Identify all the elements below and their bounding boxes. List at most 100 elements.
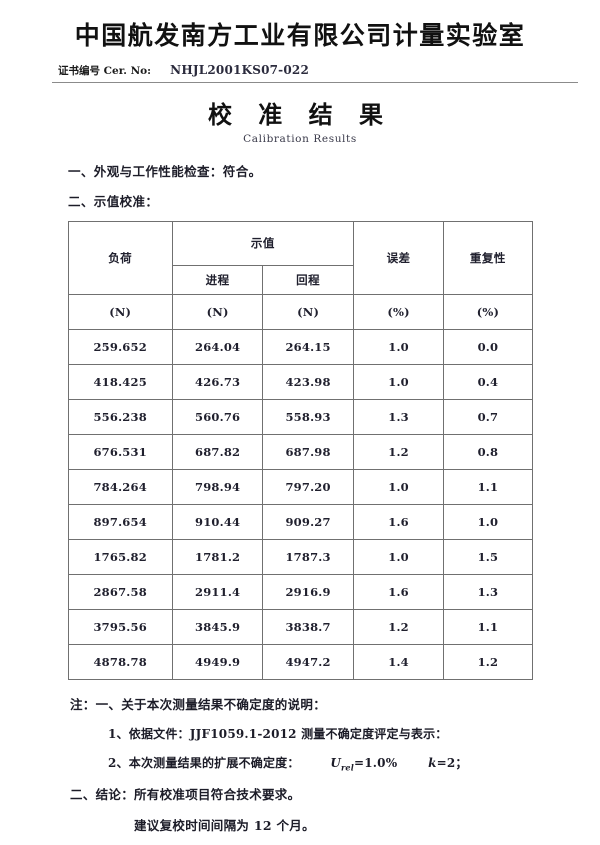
- table-row: 259.652 264.04 264.15 1.0 0.0: [67, 328, 533, 365]
- note-recalibration-interval: 建议复校时间间隔为 12 个月。: [134, 817, 315, 833]
- cell-load: 897.654: [67, 503, 173, 540]
- column-header-load: 负荷: [67, 220, 173, 295]
- note-uncertainty-heading: 注：一、关于本次测量结果不确定度的说明：: [70, 696, 327, 712]
- cell-load: 676.531: [67, 433, 173, 470]
- cell-error: 1.6: [352, 573, 445, 610]
- certificate-number-row: 证书编号 Cer. No: NHJL2001KS07-022: [0, 59, 600, 81]
- organization-name: 中国航发南方工业有限公司计量实验室: [74, 21, 526, 50]
- table-row: 1765.82 1781.2 1787.3 1.0 1.5: [67, 538, 533, 575]
- cell-load: 2867.58: [67, 573, 173, 610]
- column-header-indication: 示值: [171, 220, 354, 266]
- cell-indication-up: 2911.4: [171, 573, 264, 610]
- unit-load: (N): [67, 293, 173, 330]
- table-unit-row: (N) (N) (N) (%) (%): [67, 293, 533, 330]
- coverage-factor-value: =2；: [436, 755, 468, 770]
- table-row: 897.654 910.44 909.27 1.6 1.0: [67, 503, 533, 540]
- cell-error: 1.0: [352, 328, 445, 365]
- cell-indication-down: 909.27: [262, 503, 354, 540]
- cell-repeatability: 1.2: [443, 643, 533, 680]
- unit-indication-down: (N): [262, 293, 354, 330]
- uncertainty-subscript: rel: [341, 761, 354, 772]
- cell-load: 784.264: [67, 468, 173, 505]
- table-row: 676.531 687.82 687.98 1.2 0.8: [67, 433, 533, 470]
- column-header-indication-up: 进程: [171, 264, 264, 295]
- notes-section: 注：一、关于本次测量结果不确定度的说明： 1、依据文件：JJF1059.1-20…: [0, 694, 600, 834]
- cell-repeatability: 0.4: [443, 363, 533, 400]
- unit-repeatability: (%): [443, 293, 533, 330]
- table-row: 3795.56 3845.9 3838.7 1.2 1.1: [67, 608, 533, 645]
- cell-indication-up: 3845.9: [171, 608, 264, 645]
- cell-indication-down: 1787.3: [262, 538, 354, 575]
- cell-load: 3795.56: [67, 608, 173, 645]
- cell-indication-up: 1781.2: [171, 538, 264, 575]
- unit-error: (%): [352, 293, 445, 330]
- cell-indication-down: 558.93: [262, 398, 354, 435]
- cell-repeatability: 1.3: [443, 573, 533, 610]
- table-header-row-secondary: 进程 回程: [68, 264, 532, 295]
- cell-indication-down: 687.98: [262, 433, 354, 470]
- table-row: 418.425 426.73 423.98 1.0 0.4: [67, 363, 533, 400]
- cell-load: 259.652: [67, 328, 173, 365]
- cell-load: 418.425: [67, 363, 173, 400]
- cell-error: 1.2: [352, 608, 445, 645]
- cell-error: 1.2: [352, 433, 445, 470]
- page-subtitle: Calibration Results: [243, 132, 357, 145]
- calibration-results-table: 负荷 示值 误差 重复性 进程 回程 (N) (N) (N) (%) (%) 2…: [67, 220, 533, 680]
- coverage-factor-symbol: k: [428, 755, 437, 770]
- cell-error: 1.0: [352, 363, 445, 400]
- cell-repeatability: 0.7: [443, 398, 533, 435]
- uncertainty-symbol: U: [330, 755, 342, 770]
- cell-indication-up: 4949.9: [171, 643, 264, 680]
- column-header-repeatability: 重复性: [443, 220, 533, 295]
- uncertainty-value: =1.0%: [353, 755, 398, 770]
- unit-indication-up: (N): [171, 293, 264, 330]
- note-reference-document: 1、依据文件：JJF1059.1-2012 测量不确定度评定与表示：: [108, 726, 448, 741]
- cell-indication-down: 4947.2: [262, 643, 354, 680]
- cell-indication-down: 797.20: [262, 468, 354, 505]
- header-divider: [52, 81, 578, 83]
- cell-error: 1.6: [352, 503, 445, 540]
- note-expanded-uncertainty: 2、本次测量结果的扩展不确定度： Urel=1.0% k=2；: [70, 754, 600, 772]
- section-indication-calibration: 二、示值校准：: [68, 193, 159, 209]
- section-list: 一、外观与工作性能检查：符合。 二、示值校准：: [0, 161, 600, 210]
- cell-error: 1.3: [352, 398, 445, 435]
- column-header-indication-down: 回程: [262, 264, 354, 295]
- cell-error: 1.0: [352, 468, 445, 505]
- cell-repeatability: 0.0: [443, 328, 533, 365]
- table-body: 259.652 264.04 264.15 1.0 0.0 418.425 426.73 42…: [67, 328, 533, 680]
- note-expanded-uncertainty-prefix: 2、本次测量结果的扩展不确定度：: [108, 755, 300, 770]
- cell-indication-down: 2916.9: [262, 573, 354, 610]
- cell-error: 1.4: [352, 643, 445, 680]
- column-header-error: 误差: [352, 220, 445, 295]
- certificate-number-value: NHJL2001KS07-022: [170, 62, 310, 77]
- cell-repeatability: 1.0: [443, 503, 533, 540]
- cell-indication-up: 560.76: [171, 398, 264, 435]
- cell-indication-down: 423.98: [262, 363, 354, 400]
- cell-indication-down: 3838.7: [262, 608, 354, 645]
- cell-error: 1.0: [352, 538, 445, 575]
- cell-indication-up: 426.73: [171, 363, 264, 400]
- page-title: 校 准 结 果: [207, 99, 393, 129]
- masthead: 中国航发南方工业有限公司计量实验室: [0, 0, 600, 50]
- cell-repeatability: 1.1: [443, 468, 533, 505]
- cell-load: 4878.78: [67, 643, 173, 680]
- cell-load: 1765.82: [67, 538, 173, 575]
- note-conclusion: 二、结论：所有校准项目符合技术要求。: [70, 786, 301, 802]
- cell-repeatability: 0.8: [443, 433, 533, 470]
- calibration-table-wrapper: 负荷 示值 误差 重复性 进程 回程 (N) (N) (N) (%) (%) 2…: [67, 220, 533, 680]
- cell-indication-up: 687.82: [171, 433, 264, 470]
- cell-indication-up: 798.94: [171, 468, 264, 505]
- cell-indication-down: 264.15: [262, 328, 354, 365]
- cell-indication-up: 264.04: [171, 328, 264, 365]
- cell-repeatability: 1.5: [443, 538, 533, 575]
- table-row: 556.238 560.76 558.93 1.3 0.7: [67, 398, 533, 435]
- table-row: 784.264 798.94 797.20 1.0 1.1: [67, 468, 533, 505]
- cell-repeatability: 1.1: [443, 608, 533, 645]
- cell-indication-up: 910.44: [171, 503, 264, 540]
- table-row: 2867.58 2911.4 2916.9 1.6 1.3: [67, 573, 533, 610]
- table-head: 负荷 示值 误差 重复性 进程 回程 (N) (N) (N) (%) (%): [67, 220, 533, 330]
- certificate-number-label: 证书编号 Cer. No:: [58, 64, 152, 77]
- table-row: 4878.78 4949.9 4947.2 1.4 1.2: [67, 643, 533, 680]
- cell-load: 556.238: [67, 398, 173, 435]
